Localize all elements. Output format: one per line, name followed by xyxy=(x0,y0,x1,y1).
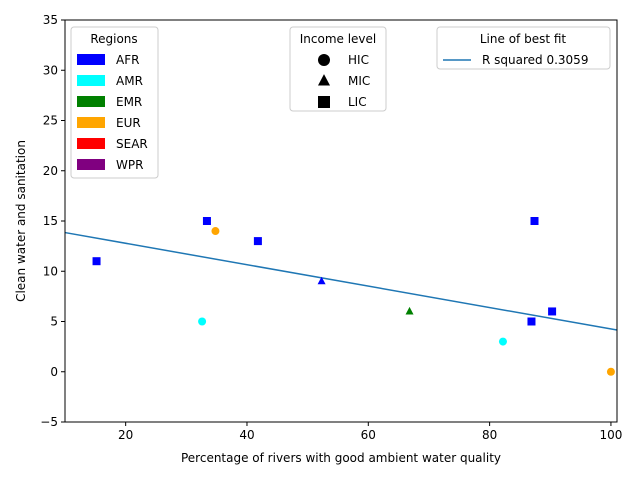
region-swatch xyxy=(77,159,105,170)
plot-area xyxy=(64,217,618,376)
income-legend-label: MIC xyxy=(348,74,370,88)
region-swatch xyxy=(77,96,105,107)
y-tick-label: −5 xyxy=(40,415,58,429)
x-tick-label: 20 xyxy=(118,428,133,442)
y-tick-label: 30 xyxy=(43,63,58,77)
income-legend-title: Income level xyxy=(300,32,377,46)
y-tick-label: 10 xyxy=(43,264,58,278)
x-tick-label: 100 xyxy=(599,428,622,442)
fit-legend: Line of best fit R squared 0.3059 xyxy=(436,26,611,70)
data-point xyxy=(202,217,211,225)
data-point xyxy=(527,317,536,326)
data-point xyxy=(211,227,220,236)
data-points xyxy=(92,217,615,376)
data-point xyxy=(606,367,615,376)
regions-legend: Regions AFR AMR EMR EUR SEAR WPR xyxy=(70,26,159,179)
income-legend: Income level HIC MIC LIC xyxy=(289,26,387,112)
region-swatch xyxy=(77,117,105,128)
y-tick-label: 25 xyxy=(43,114,58,128)
regions-legend-title: Regions xyxy=(90,32,137,46)
region-swatch xyxy=(77,75,105,86)
data-point xyxy=(498,337,507,346)
region-legend-label: AMR xyxy=(116,74,143,88)
y-axis-label: Clean water and sanitation xyxy=(14,140,28,302)
region-legend-label: AFR xyxy=(116,53,139,67)
y-tick-label: 0 xyxy=(50,365,58,379)
x-axis-label: Percentage of rivers with good ambient w… xyxy=(181,451,501,465)
data-point xyxy=(253,237,262,246)
fit-legend-box xyxy=(436,26,611,70)
y-tick-label: 20 xyxy=(43,164,58,178)
y-axis-ticks: −5 0 5 10 15 20 25 30 35 xyxy=(40,13,65,429)
x-tick-label: 80 xyxy=(482,428,497,442)
x-axis-ticks: 20 40 60 80 100 xyxy=(118,422,622,442)
income-legend-label: LIC xyxy=(348,95,367,109)
data-point xyxy=(317,276,326,285)
income-legend-label: HIC xyxy=(348,53,369,67)
y-tick-label: 15 xyxy=(43,214,58,228)
data-point xyxy=(405,306,414,315)
region-legend-label: EUR xyxy=(116,116,141,130)
income-marker-swatch xyxy=(318,74,330,86)
data-point xyxy=(92,257,101,266)
best-fit-line xyxy=(64,231,618,331)
region-legend-label: SEAR xyxy=(116,137,148,151)
fit-legend-label: R squared 0.3059 xyxy=(482,53,588,67)
data-point xyxy=(548,307,557,316)
y-tick-label: 35 xyxy=(43,13,58,27)
income-legend-box xyxy=(289,26,387,112)
income-marker-swatch xyxy=(318,96,330,108)
income-marker-swatch xyxy=(318,54,330,66)
x-tick-label: 60 xyxy=(361,428,376,442)
x-tick-label: 40 xyxy=(239,428,254,442)
region-swatch xyxy=(77,54,105,65)
y-tick-label: 5 xyxy=(50,315,58,329)
fit-legend-title: Line of best fit xyxy=(480,32,567,46)
region-legend-label: EMR xyxy=(116,95,142,109)
region-swatch xyxy=(77,138,105,149)
data-point xyxy=(530,217,539,225)
region-legend-label: WPR xyxy=(116,158,143,172)
data-point xyxy=(198,317,207,326)
